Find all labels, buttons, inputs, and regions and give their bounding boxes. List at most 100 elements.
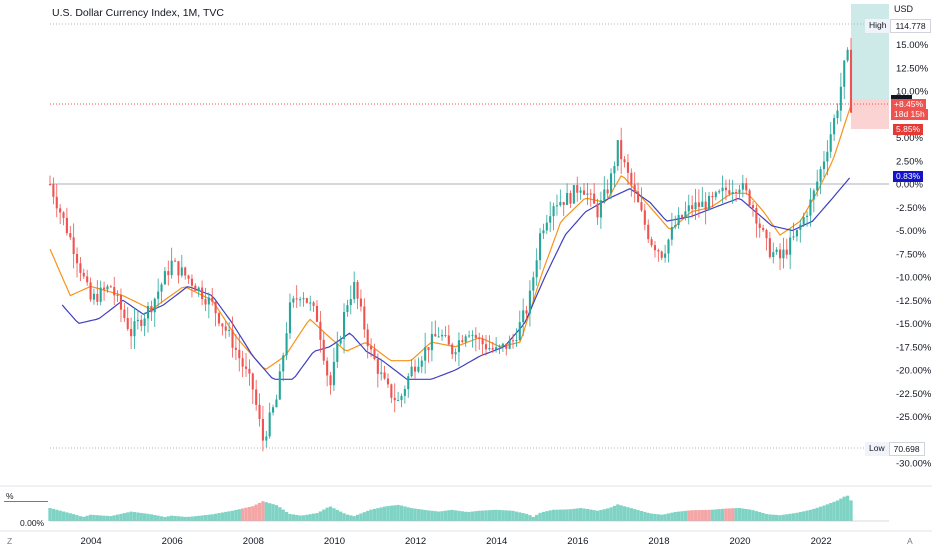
candle-body — [319, 321, 322, 340]
histogram-bar — [690, 510, 694, 521]
histogram-bar — [217, 513, 221, 521]
histogram-bar — [477, 510, 481, 521]
histogram-bar — [636, 510, 640, 521]
histogram-bar — [825, 504, 829, 521]
candle-body — [768, 238, 771, 258]
candle-body — [123, 309, 126, 319]
histogram-bar — [328, 506, 333, 521]
histogram-bar — [193, 516, 197, 521]
candle-body — [356, 281, 359, 299]
auto-scale-toggle[interactable]: A — [907, 536, 913, 546]
histogram-bar — [720, 508, 725, 521]
candle-body — [92, 293, 95, 300]
histogram-bar — [58, 510, 62, 521]
candle-body — [704, 201, 707, 210]
candle-body — [657, 250, 660, 252]
candle-body — [603, 189, 606, 201]
histogram-bar — [119, 513, 123, 521]
histogram-bar — [731, 508, 735, 521]
candle-body — [674, 225, 677, 227]
candle-body — [525, 310, 528, 314]
histogram-bar — [95, 515, 99, 521]
chart-title: U.S. Dollar Currency Index, 1M, TVC — [52, 7, 224, 19]
histogram-bar — [129, 511, 133, 521]
candle-body — [701, 201, 704, 207]
histogram-bar — [548, 510, 552, 521]
price-axis-label: -12.50% — [896, 296, 932, 307]
histogram-bar — [48, 508, 52, 521]
histogram-bar — [562, 509, 566, 521]
histogram-bar — [99, 515, 103, 521]
candle-body — [549, 216, 552, 223]
candle-body — [119, 295, 123, 310]
histogram-bar — [717, 509, 721, 521]
histogram-bar — [494, 509, 498, 521]
candle-body — [157, 291, 160, 299]
price-axis-label: -30.00% — [896, 459, 932, 470]
price-axis-label: -20.00% — [896, 366, 932, 377]
candle-body — [143, 318, 146, 326]
candle-body — [454, 352, 457, 355]
histogram-bar — [274, 505, 279, 521]
histogram-bar — [298, 515, 302, 521]
histogram-bar — [78, 516, 83, 521]
candle-body — [511, 340, 515, 342]
histogram-bar — [754, 511, 759, 521]
zoom-toggle[interactable]: Z — [7, 536, 13, 546]
histogram-bar — [200, 515, 204, 521]
histogram-bar — [61, 511, 66, 521]
candle-body — [488, 348, 491, 350]
candle-body — [194, 285, 197, 291]
histogram-bar — [426, 510, 431, 521]
histogram-bar — [572, 508, 576, 521]
price-axis-label: 12.50% — [896, 63, 929, 74]
histogram-bar — [504, 510, 508, 521]
price-axis-label: -25.00% — [896, 412, 932, 423]
histogram-bar — [649, 513, 654, 521]
candle-body — [731, 192, 734, 194]
candle-body — [586, 193, 589, 195]
indicator-axis-label: 0.00% — [20, 518, 45, 528]
candle-body — [664, 253, 667, 258]
candle-body — [633, 184, 636, 192]
time-axis-label: 2006 — [162, 536, 183, 547]
histogram-bar — [697, 510, 701, 521]
histogram-bar — [183, 516, 187, 521]
histogram-bar — [629, 508, 633, 521]
histogram-bar — [409, 508, 414, 521]
candle-body — [691, 205, 694, 210]
histogram-bar — [112, 515, 116, 521]
histogram-bar — [254, 504, 258, 521]
histogram-bar — [355, 514, 360, 521]
indicator-legend[interactable]: % — [4, 491, 48, 502]
histogram-bar — [568, 509, 573, 521]
candle-body — [826, 151, 829, 162]
candle-body — [434, 333, 437, 337]
candle-body — [444, 334, 447, 336]
candle-body — [268, 412, 271, 437]
histogram-bar — [153, 514, 157, 521]
candle-body — [221, 323, 224, 327]
histogram-bar — [72, 514, 76, 521]
candles — [48, 38, 853, 452]
candle-body — [809, 199, 812, 216]
histogram-bar — [247, 506, 252, 521]
histogram-bar — [413, 508, 417, 521]
candle-body — [843, 60, 846, 87]
histogram-bar — [575, 508, 579, 521]
histogram-bar — [230, 510, 235, 521]
low-label: Low 70.698 — [865, 442, 925, 456]
candle-body — [630, 172, 633, 185]
histogram-bar — [65, 512, 69, 521]
candle-body — [606, 189, 609, 194]
candle-body — [217, 313, 221, 324]
candle-body — [79, 263, 82, 273]
histogram-bar — [741, 508, 745, 521]
price-axis-label: 5.00% — [896, 133, 923, 144]
candle-body — [211, 297, 214, 302]
candle-body — [789, 237, 792, 255]
candle-body — [816, 181, 819, 191]
blue-marker-tag: 0.83% — [893, 171, 924, 182]
histogram-bar — [565, 509, 569, 521]
